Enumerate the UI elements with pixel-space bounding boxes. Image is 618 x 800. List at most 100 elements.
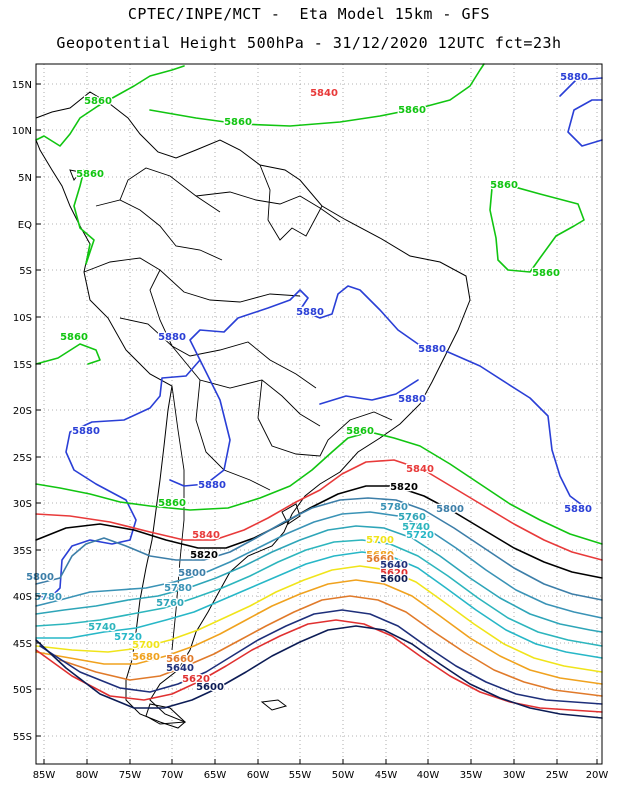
contour-5880-coast [319, 379, 419, 405]
lon-tick-label: 75W [119, 770, 142, 781]
contour-label-5840: 5840 [406, 464, 434, 475]
lat-tick-label: 55S [13, 732, 32, 743]
contour-label-5620: 5620 [182, 674, 210, 685]
lon-tick-label: 25W [546, 770, 569, 781]
chart-subtitle: Geopotential Height 500hPa - 31/12/2020 … [56, 34, 562, 52]
contour-label-5820: 5820 [390, 482, 418, 493]
contour-label-5620: 5620 [380, 568, 408, 579]
contour-5860-west [35, 343, 101, 365]
lat-tick-label: 25S [13, 453, 32, 464]
lat-tick-label: 40S [13, 592, 32, 603]
lat-tick-label: 30S [13, 499, 32, 510]
contour-5640 [39, 609, 603, 705]
contour-5660 [59, 595, 603, 697]
contour-label-5600: 5600 [380, 574, 408, 585]
contour-label-5880: 5880 [418, 344, 446, 355]
contour-label-5860: 5860 [224, 117, 252, 128]
lat-tick-label: 5N [18, 173, 32, 184]
contour-label-5860: 5860 [158, 498, 186, 509]
lat-tick-label: 50S [13, 685, 32, 696]
contour-label-5860: 5860 [532, 268, 560, 279]
contour-label-5660: 5660 [366, 554, 394, 565]
map-frame [35, 63, 603, 765]
contour-label-5600: 5600 [196, 682, 224, 693]
contour-5860-box [489, 183, 585, 273]
contour-labels: 5880 5880 5880 5880 5880 5880 5880 5880 5860 5860… [25, 71, 593, 695]
contour-label-5880: 5880 [296, 307, 324, 318]
contour-5720 [35, 551, 603, 659]
lat-tick-label: 35S [13, 546, 32, 557]
contour-5780 [35, 511, 603, 619]
contour-label-5800: 5800 [178, 568, 206, 579]
contour-5680 [35, 579, 603, 685]
contour-label-5840: 5840 [192, 530, 220, 541]
contour-label-5880: 5880 [560, 72, 588, 83]
contour-5880-south-loop [169, 359, 231, 487]
contour-5880-interior [35, 285, 587, 599]
lat-tick-label: 15S [13, 360, 32, 371]
contour-5760 [35, 525, 603, 633]
lon-tick-label: 55W [289, 770, 312, 781]
contour-5860-band [149, 63, 485, 127]
axis-ticks: 15N 10N 5N EQ 5S 10S 15S 20S 25S 30S 35S 40S 45S 50S 5… [12, 80, 609, 781]
lat-tick-label: 20S [13, 406, 32, 417]
lon-tick-label: 35W [460, 770, 483, 781]
contour-label-5640: 5640 [166, 663, 194, 674]
contour-label-5660: 5660 [166, 654, 194, 665]
contour-5880-ne [567, 99, 603, 147]
contour-label-5740: 5740 [88, 622, 116, 633]
contour-label-5860: 5860 [76, 169, 104, 180]
lon-tick-label: 60W [247, 770, 270, 781]
contour-5860-coast-left [73, 169, 95, 265]
height-contours [35, 63, 603, 719]
contour-label-5860: 5860 [84, 96, 112, 107]
lat-lon-grid [36, 64, 602, 764]
contour-5860-north [35, 65, 185, 147]
contour-label-5740: 5740 [402, 522, 430, 533]
lat-tick-label: 45S [13, 639, 32, 650]
contour-label-5780: 5780 [34, 592, 62, 603]
contour-label-5880: 5880 [72, 426, 100, 437]
lon-tick-label: 80W [76, 770, 99, 781]
contour-label-5720: 5720 [406, 530, 434, 541]
contour-label-5880: 5880 [198, 480, 226, 491]
lat-tick-label: 10S [13, 313, 32, 324]
contour-label-5680: 5680 [366, 550, 394, 561]
contour-label-5780: 5780 [164, 583, 192, 594]
lon-tick-label: 45W [375, 770, 398, 781]
contour-5600 [35, 625, 603, 719]
contour-5740 [35, 539, 603, 647]
chart-title: CPTEC/INPE/MCT - Eta Model 15km - GFS [127, 5, 491, 23]
contour-label-5880: 5880 [158, 332, 186, 343]
contour-label-5720: 5720 [114, 632, 142, 643]
contour-label-5860: 5860 [490, 180, 518, 191]
contour-label-5820: 5820 [190, 550, 218, 561]
contour-5820 [35, 485, 603, 579]
contour-label-5760: 5760 [398, 512, 426, 523]
contour-label-5780: 5780 [380, 502, 408, 513]
contour-label-5880: 5880 [564, 504, 592, 515]
contour-5840 [35, 459, 603, 561]
lon-tick-label: 65W [204, 770, 227, 781]
lon-tick-label: 20W [586, 770, 609, 781]
contour-5620 [35, 619, 603, 713]
contour-label-5760: 5760 [156, 598, 184, 609]
lon-tick-label: 30W [503, 770, 526, 781]
contour-label-5860: 5860 [60, 332, 88, 343]
contour-5700 [35, 565, 603, 673]
lon-tick-label: 50W [332, 770, 355, 781]
contour-5800 [35, 497, 603, 601]
lat-tick-label: 5S [19, 266, 32, 277]
contour-label-5860: 5860 [346, 426, 374, 437]
contour-label-5800: 5800 [436, 504, 464, 515]
contour-label-5700: 5700 [132, 640, 160, 651]
lat-tick-label: 10N [12, 126, 32, 137]
contour-label-5800: 5800 [26, 572, 54, 583]
contour-5880-north [559, 77, 603, 97]
contour-5860-main [35, 431, 603, 545]
lon-tick-label: 85W [33, 770, 56, 781]
lat-tick-label: EQ [18, 220, 32, 231]
contour-label-5860: 5860 [398, 105, 426, 116]
lon-tick-label: 40W [417, 770, 440, 781]
